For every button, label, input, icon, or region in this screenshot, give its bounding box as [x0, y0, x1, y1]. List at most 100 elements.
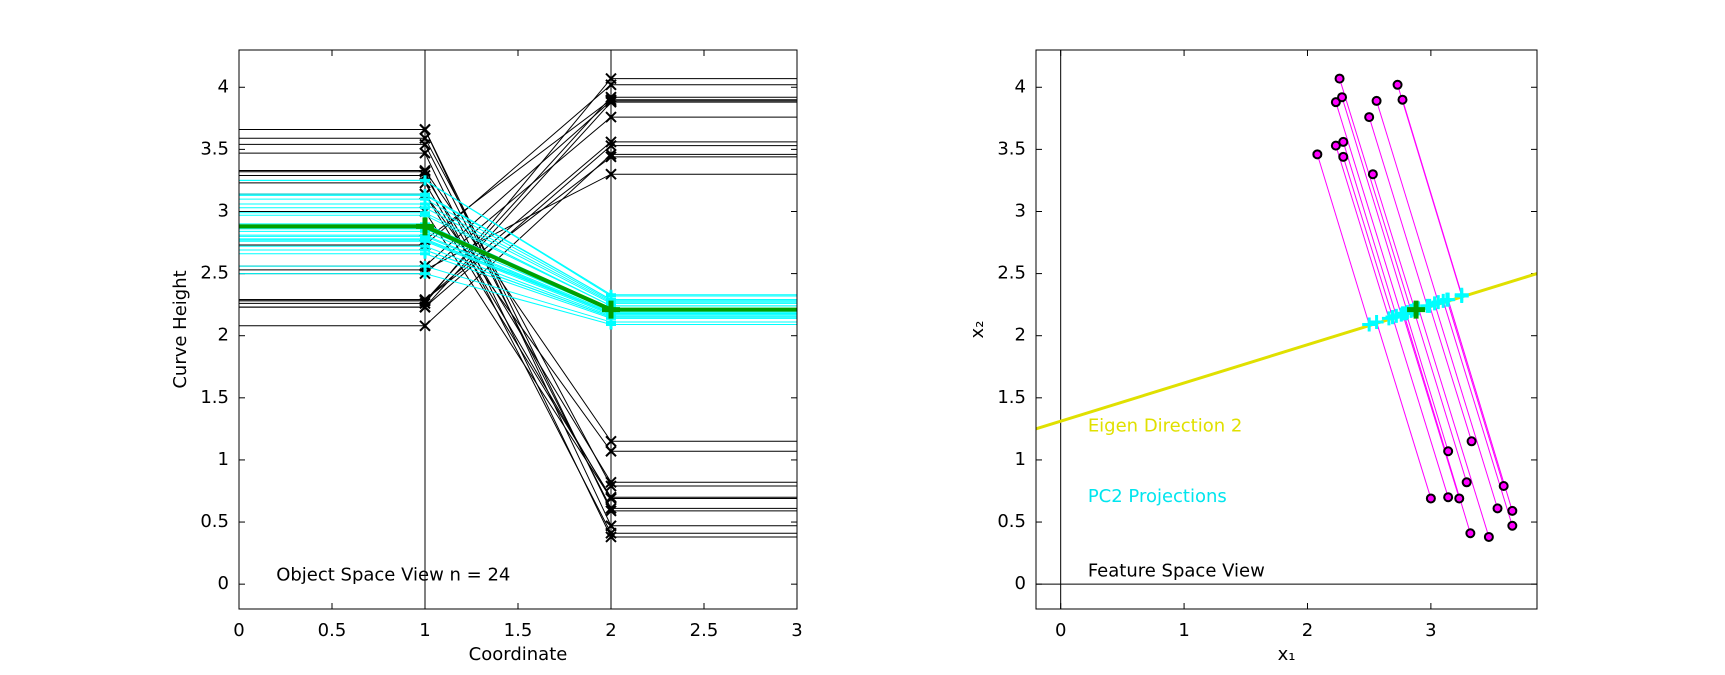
curve [239, 78, 797, 304]
point [1443, 446, 1454, 457]
curve [239, 238, 797, 314]
point [1338, 136, 1349, 147]
curve [239, 253, 797, 319]
curve [239, 173, 797, 271]
y-tick-label: 2 [1015, 325, 1026, 346]
curve [239, 156, 797, 301]
point [1507, 505, 1518, 516]
curve [239, 129, 797, 512]
curve-marker [416, 217, 434, 236]
curve-marker [419, 123, 431, 136]
x-axis-label: x₁ [1278, 644, 1296, 665]
curve [239, 182, 797, 499]
projection [1396, 306, 1411, 321]
projection-line [1442, 300, 1513, 526]
curve-marker [605, 505, 617, 517]
curve [239, 84, 797, 246]
y-tick-label: 3.5 [997, 138, 1026, 159]
projection-line [1392, 316, 1449, 498]
x-tick-label: 0 [233, 620, 244, 641]
curve-marker [605, 435, 617, 448]
curve [239, 212, 797, 307]
y-tick-label: 0.5 [200, 511, 229, 532]
curve-marker [419, 132, 431, 144]
point [1371, 95, 1382, 106]
projection [1369, 315, 1384, 330]
projection [1385, 310, 1400, 325]
curve-marker [420, 194, 430, 205]
curve-marker [605, 93, 617, 106]
curve-marker [419, 147, 431, 159]
point [1330, 97, 1341, 108]
curve [239, 129, 797, 527]
curve [239, 203, 797, 303]
curve [239, 153, 797, 327]
curve-marker [605, 148, 617, 161]
point [1337, 92, 1348, 103]
point [1443, 492, 1454, 503]
x-tick-label: 0 [1055, 620, 1066, 641]
point [1330, 140, 1341, 151]
point [1425, 493, 1436, 504]
point [1461, 477, 1472, 488]
curve-marker [605, 79, 617, 91]
x-tick-label: 0.5 [318, 620, 347, 641]
projection-line [1335, 145, 1390, 319]
curve [239, 193, 797, 452]
y-tick-label: 0.5 [997, 511, 1026, 532]
annotation: Feature Space View [1088, 561, 1265, 582]
curve [239, 171, 797, 534]
point [1454, 493, 1465, 504]
annotation: Object Space View n = 24 [276, 564, 510, 585]
curve [239, 245, 797, 317]
curve [239, 152, 797, 538]
curve [239, 179, 797, 296]
y-axis-label: x₂ [967, 321, 988, 339]
curve-marker [420, 202, 430, 213]
curve [239, 210, 797, 499]
projection-line [1434, 303, 1498, 509]
y-tick-label: 1 [1015, 449, 1026, 470]
y-tick-label: 1.5 [997, 387, 1026, 408]
x-tick-label: 2 [605, 620, 616, 641]
curve [239, 198, 797, 302]
curve [239, 143, 797, 509]
projection-line [1341, 97, 1408, 313]
x-axis-label: Coordinate [469, 644, 568, 665]
point [1492, 503, 1503, 514]
y-tick-label: 3.5 [200, 138, 229, 159]
point [1466, 436, 1477, 447]
curve [239, 145, 797, 308]
curve [239, 179, 797, 297]
y-tick-label: 2 [218, 325, 229, 346]
projection [1454, 287, 1469, 302]
curve [239, 174, 797, 483]
projection [1436, 293, 1451, 308]
curve-marker [605, 480, 617, 492]
curve [239, 224, 797, 312]
point [1498, 481, 1509, 492]
point [1397, 94, 1408, 105]
y-axis-label: Curve Height [170, 270, 191, 388]
projection-line [1413, 309, 1468, 483]
curve-marker [420, 261, 430, 272]
curve-marker [605, 531, 617, 543]
curve-marker [605, 445, 617, 457]
point [1392, 79, 1403, 90]
curve-marker [419, 320, 431, 332]
curve [239, 207, 797, 304]
projection-line [1429, 305, 1473, 442]
curve [239, 193, 797, 301]
point [1364, 112, 1375, 123]
annotation: PC2 Projections [1088, 486, 1227, 507]
annotation: Eigen Direction 2 [1088, 415, 1243, 436]
projection-line [1446, 299, 1505, 487]
curve-marker [605, 136, 617, 148]
projection-line [1368, 116, 1428, 307]
point [1483, 531, 1494, 542]
y-tick-label: 1 [218, 449, 229, 470]
x-tick-label: 3 [791, 620, 802, 641]
curve [239, 137, 797, 487]
curve-marker [420, 244, 430, 255]
x-tick-label: 3 [1425, 620, 1436, 641]
